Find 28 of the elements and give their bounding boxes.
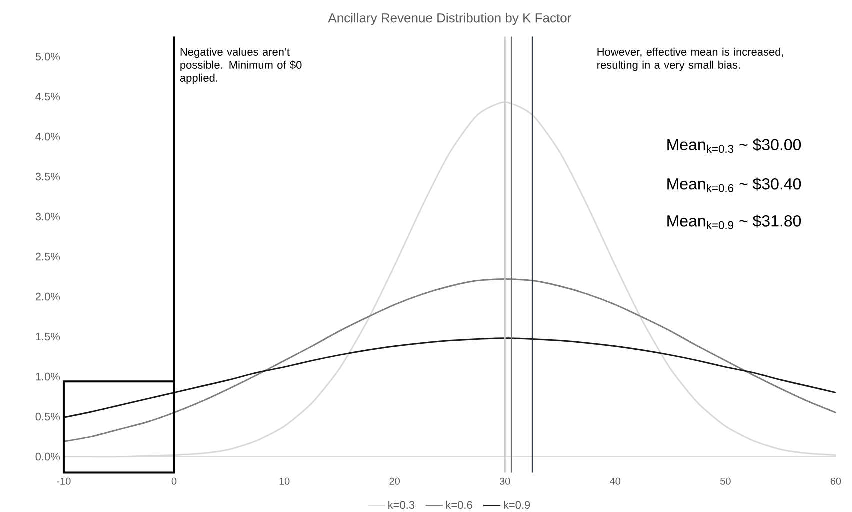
legend-label: k=0.3 xyxy=(388,500,415,510)
annotation: Mean$_{k=0.9}$ ~ $31.80 xyxy=(668,214,802,230)
chart-title: Ancillary Revenue Distribution by K Factor xyxy=(328,13,572,26)
x-tick-label: -10 xyxy=(57,478,71,485)
x-tick-label: 60 xyxy=(830,478,842,485)
annotation: Negative values aren’t possible. Minimum of $0 applied. xyxy=(180,48,302,84)
y-tick-label: 4.5% xyxy=(36,92,60,101)
y-tick-label: 0.0% xyxy=(36,452,60,461)
y-tick-label: 3.0% xyxy=(36,212,60,221)
y-tick-label: 5.0% xyxy=(36,52,60,61)
y-tick-label: 2.5% xyxy=(36,252,60,261)
annotation: Mean$_{k=0.3}$ ~ $30.00 xyxy=(668,138,802,154)
y-tick-label: 1.5% xyxy=(36,332,60,341)
y-tick-label: 0.5% xyxy=(36,412,60,421)
y-tick-label: 1.0% xyxy=(36,372,60,381)
legend-label: k=0.9 xyxy=(504,500,530,510)
annotation: Mean$_{k=0.6}$ ~ $30.40 xyxy=(668,178,802,192)
y-tick-label: 3.5% xyxy=(36,172,60,181)
y-tick-label: 4.0% xyxy=(36,132,60,141)
x-tick-label: 0 xyxy=(172,478,177,485)
annotation: However, effective mean is increased, resulting in a very small bias. xyxy=(598,48,784,72)
legend-label: k=0.6 xyxy=(446,500,472,510)
x-tick-label: 30 xyxy=(500,478,510,485)
x-tick-label: 20 xyxy=(390,478,400,485)
x-tick-label: 10 xyxy=(280,478,290,485)
x-tick-label: 50 xyxy=(720,478,731,485)
y-tick-label: 2.0% xyxy=(36,292,60,301)
x-tick-label: 40 xyxy=(610,478,621,485)
